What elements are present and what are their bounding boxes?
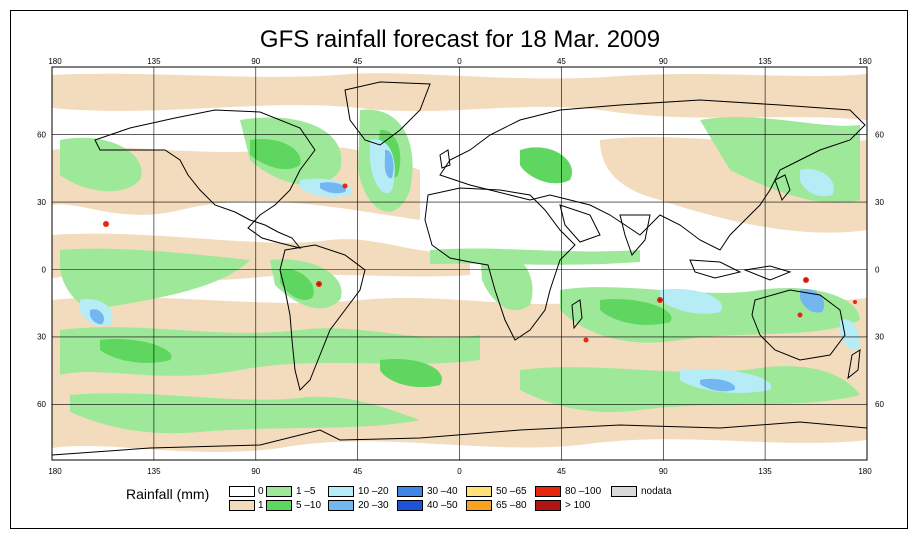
legend-swatch — [466, 486, 492, 497]
legend-label: 80 –100 — [565, 486, 602, 497]
bottom-lon-tick: 90 — [659, 467, 668, 476]
right-lat-tick: 60 — [875, 400, 884, 409]
legend-label: 5 –10 — [296, 500, 322, 511]
right-lat-tick: 0 — [875, 265, 880, 274]
left-lat-tick: 60 — [37, 131, 46, 140]
legend-label: 10 –20 — [358, 486, 389, 497]
legend-label: 1 –5 — [296, 486, 316, 497]
top-lon-tick: 90 — [251, 57, 260, 66]
top-lon-tick: 135 — [147, 57, 161, 66]
left-lat-tick: 30 — [37, 333, 46, 342]
bottom-lon-tick: 45 — [557, 467, 566, 476]
bottom-lon-tick: 45 — [353, 467, 362, 476]
top-lon-tick: 180 — [48, 57, 62, 66]
legend-swatch — [466, 500, 492, 511]
legend-swatch — [266, 500, 292, 511]
legend-swatch — [229, 500, 255, 511]
coastlines — [52, 81, 867, 456]
legend-swatch — [229, 486, 255, 497]
top-lon-tick: 180 — [858, 57, 872, 66]
top-lon-tick: 135 — [758, 57, 772, 66]
bottom-lon-tick: 180 — [858, 467, 872, 476]
legend-label: 50 –65 — [496, 486, 527, 497]
left-lat-tick: 60 — [37, 400, 46, 409]
bottom-lon-tick: 0 — [457, 467, 462, 476]
top-lon-tick: 90 — [659, 57, 668, 66]
left-lat-tick: 30 — [37, 198, 46, 207]
bottom-lon-tick: 135 — [147, 467, 161, 476]
left-lat-tick: 0 — [42, 265, 47, 274]
legend-swatch — [535, 500, 561, 511]
top-lon-tick: 45 — [557, 57, 566, 66]
legend-label: 20 –30 — [358, 500, 389, 511]
right-lat-tick: 30 — [875, 333, 884, 342]
legend-label: 65 –80 — [496, 500, 527, 511]
graticule — [52, 67, 867, 460]
legend-label: > 100 — [565, 500, 591, 511]
legend-swatch — [266, 486, 292, 497]
legend-label: nodata — [641, 486, 672, 497]
legend-title: Rainfall (mm) — [126, 486, 210, 502]
legend-swatch — [397, 486, 423, 497]
legend-label: 40 –50 — [427, 500, 458, 511]
map-border — [51, 66, 868, 461]
legend-swatch — [328, 486, 354, 497]
bottom-lon-tick: 180 — [48, 467, 62, 476]
top-lon-tick: 45 — [353, 57, 362, 66]
legend-label: 30 –40 — [427, 486, 458, 497]
bottom-lon-tick: 135 — [758, 467, 772, 476]
bottom-lon-tick: 90 — [251, 467, 260, 476]
legend-swatch — [397, 500, 423, 511]
right-lat-tick: 60 — [875, 131, 884, 140]
legend-label: 0 — [258, 486, 264, 497]
right-lat-tick: 30 — [875, 198, 884, 207]
legend-swatch — [328, 500, 354, 511]
legend-swatch — [535, 486, 561, 497]
legend-swatch — [611, 486, 637, 497]
top-lon-tick: 0 — [457, 57, 462, 66]
map-title: GFS rainfall forecast for 18 Mar. 2009 — [259, 26, 661, 53]
legend-label: 1 — [258, 500, 264, 511]
